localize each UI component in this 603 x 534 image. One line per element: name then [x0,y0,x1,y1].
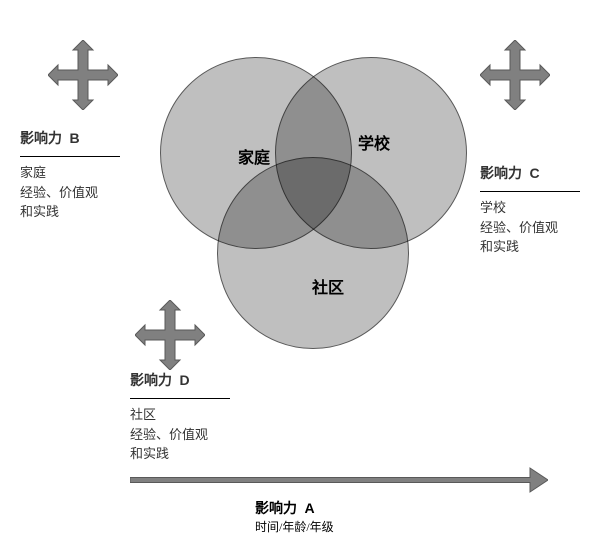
legend-influence-c: 影响力 C 学校 经验、价值观 和实践 [480,163,580,257]
legend-d-line2: 经验、价值观 [130,425,230,445]
legend-c-underline [480,191,580,192]
legend-b-underline [20,156,120,157]
cross-C-icon [480,40,550,110]
axis-text: 影响力 A 时间/年龄/年级 [255,498,334,534]
legend-d-code: D [180,372,190,388]
legend-c-line1: 学校 [480,198,580,218]
legend-d-title: 影响力 [130,374,172,389]
legend-influence-b: 影响力 B 家庭 经验、价值观 和实践 [20,128,120,222]
legend-b-line1: 家庭 [20,163,120,183]
legend-c-title: 影响力 [480,167,522,182]
legend-b-line2: 经验、价值观 [20,183,120,203]
venn-label-community: 社区 [312,274,344,298]
cross-D-icon [135,300,205,370]
legend-c-line2: 经验、价值观 [480,218,580,238]
axis-title-label: 影响力 [255,502,297,517]
legend-b-title: 影响力 [20,132,62,147]
legend-c-code: C [530,165,540,181]
legend-d-line1: 社区 [130,405,230,425]
legend-b-code: B [70,130,80,146]
legend-c-line3: 和实践 [480,237,580,257]
legend-d-line3: 和实践 [130,444,230,464]
legend-d-underline [130,398,230,399]
venn-label-family: 家庭 [238,144,270,168]
legend-b-line3: 和实践 [20,202,120,222]
axis-title-code: A [305,500,315,516]
legend-influence-d: 影响力 D 社区 经验、价值观 和实践 [130,370,230,464]
cross-B-icon [48,40,118,110]
venn-circle-community [217,157,409,349]
axis-subtitle: 时间/年龄/年级 [255,520,334,534]
venn-label-school: 学校 [358,130,390,154]
diagram-canvas: 家庭学校社区 影响力 B 家庭 经验、价值观 和实践 影响力 C 学校 经验、价… [0,0,603,534]
axis-arrow-icon [130,466,548,494]
